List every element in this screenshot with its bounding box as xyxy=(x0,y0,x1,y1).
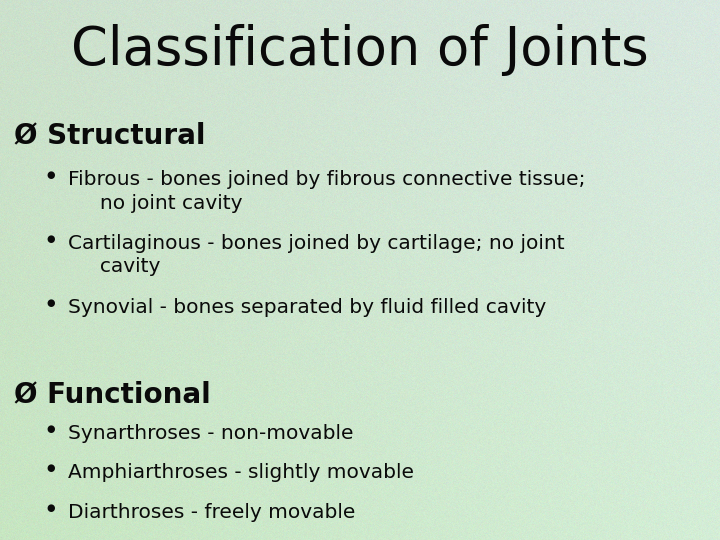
Text: ●: ● xyxy=(46,503,55,513)
Text: Ø Structural: Ø Structural xyxy=(14,122,206,150)
Text: ●: ● xyxy=(46,463,55,474)
Text: ●: ● xyxy=(46,424,55,434)
Text: Fibrous - bones joined by fibrous connective tissue;
     no joint cavity: Fibrous - bones joined by fibrous connec… xyxy=(68,170,586,213)
Text: Cartilaginous - bones joined by cartilage; no joint
     cavity: Cartilaginous - bones joined by cartilag… xyxy=(68,234,565,276)
Text: Ø Functional: Ø Functional xyxy=(14,381,211,409)
Text: Synovial - bones separated by fluid filled cavity: Synovial - bones separated by fluid fill… xyxy=(68,298,546,316)
Text: Diarthroses - freely movable: Diarthroses - freely movable xyxy=(68,503,356,522)
Text: Classification of Joints: Classification of Joints xyxy=(71,24,649,76)
Text: Amphiarthroses - slightly movable: Amphiarthroses - slightly movable xyxy=(68,463,415,482)
Text: ●: ● xyxy=(46,170,55,180)
Text: Synarthroses - non-movable: Synarthroses - non-movable xyxy=(68,424,354,443)
Text: ●: ● xyxy=(46,234,55,244)
Text: ●: ● xyxy=(46,298,55,308)
